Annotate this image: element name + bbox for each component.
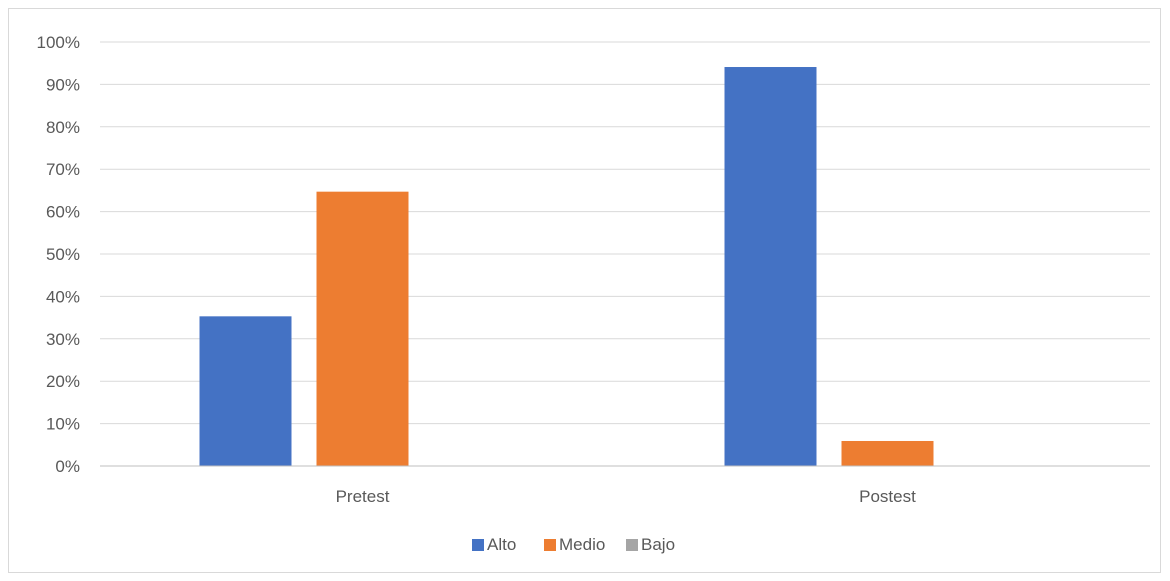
legend-item-medio: Medio bbox=[544, 535, 605, 554]
legend-label: Medio bbox=[559, 535, 605, 554]
y-tick-label: 40% bbox=[46, 287, 80, 306]
y-tick-label: 60% bbox=[46, 203, 80, 222]
bar-medio-postest bbox=[841, 440, 934, 466]
legend: Alto Medio Bajo bbox=[472, 535, 675, 554]
x-axis-categories: Pretest Postest bbox=[336, 487, 917, 506]
legend-swatch bbox=[472, 539, 484, 551]
x-category-label: Postest bbox=[859, 487, 916, 506]
y-tick-label: 50% bbox=[46, 245, 80, 264]
bar-alto-postest bbox=[724, 67, 817, 467]
bars bbox=[199, 67, 934, 467]
y-tick-label: 0% bbox=[55, 457, 80, 476]
legend-item-alto: Alto bbox=[472, 535, 516, 554]
chart-frame bbox=[8, 8, 1161, 573]
y-tick-label: 20% bbox=[46, 372, 80, 391]
legend-swatch bbox=[544, 539, 556, 551]
bar-alto-pretest bbox=[199, 316, 292, 466]
y-tick-label: 80% bbox=[46, 118, 80, 137]
legend-label: Bajo bbox=[641, 535, 675, 554]
x-category-label: Pretest bbox=[336, 487, 390, 506]
bar-medio-pretest bbox=[316, 191, 409, 466]
y-tick-label: 70% bbox=[46, 160, 80, 179]
legend-item-bajo: Bajo bbox=[626, 535, 675, 554]
legend-label: Alto bbox=[487, 535, 516, 554]
legend-swatch bbox=[626, 539, 638, 551]
y-tick-label: 30% bbox=[46, 330, 80, 349]
y-tick-label: 90% bbox=[46, 75, 80, 94]
y-tick-label: 10% bbox=[46, 415, 80, 434]
y-tick-label: 100% bbox=[37, 33, 80, 52]
y-axis-ticks: 0% 10% 20% 30% 40% 50% 60% 70% 80% 90% 100% bbox=[37, 33, 80, 476]
